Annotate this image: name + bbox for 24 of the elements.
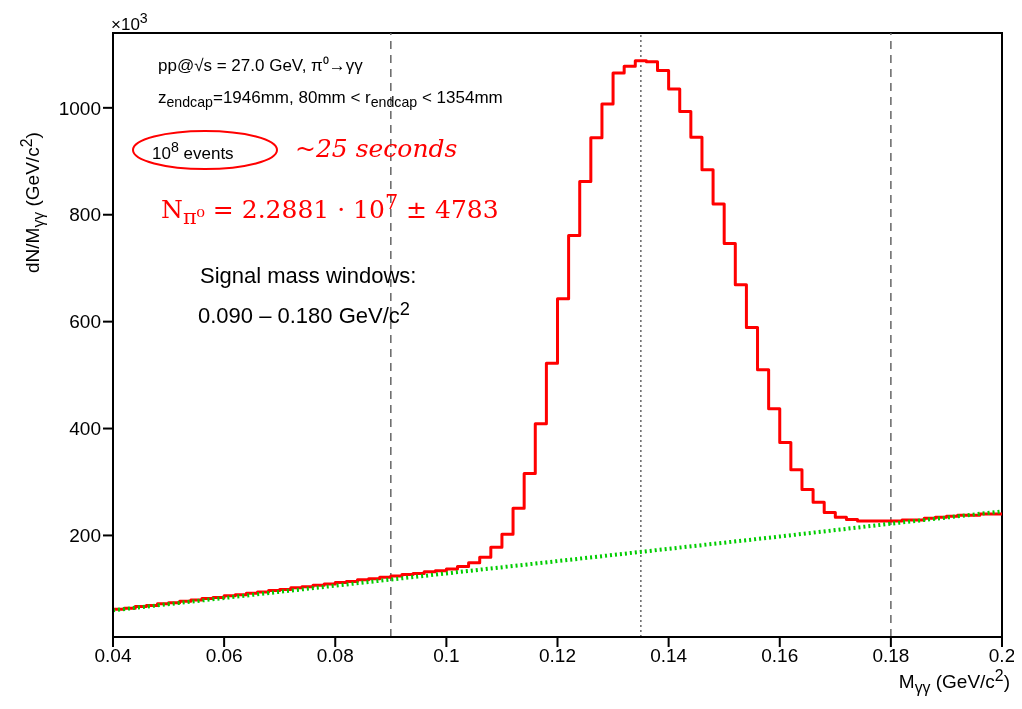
x-tick-label: 0.12 xyxy=(539,645,576,667)
annotation: z$_{endcap}$=1946mm, 80mm < r$_{endcap}$ < 1354mm xyxy=(158,88,503,111)
y-tick-label: 400 xyxy=(69,418,101,440)
annotation: 0.090 – 0.180 GeV/c$^{2}$ xyxy=(198,298,411,329)
annotation: Signal mass windows: xyxy=(200,263,417,288)
annotation: 10$^{8}$ events xyxy=(152,139,234,163)
y-tick-label: 800 xyxy=(69,204,101,226)
line-series xyxy=(113,509,1002,613)
x-tick-label: 0.04 xyxy=(94,645,132,667)
x-tick-label: 0.16 xyxy=(761,645,799,667)
x-tick-label: 0.2 xyxy=(988,645,1016,667)
x-tick-label: 0.18 xyxy=(872,645,910,667)
annotation: ×10$^{3}$ xyxy=(111,10,148,34)
x-axis-title: M$_{γγ}$ (GeV/c$^{2}$) xyxy=(898,667,1010,698)
x-tick-label: 0.1 xyxy=(433,645,460,667)
x-tick-label: 0.08 xyxy=(316,645,354,667)
annotation: N$_{π⁰}$ = 2.2881 · 10$^{7}$ ± 4783 xyxy=(161,190,499,230)
annotation: ~25 seconds xyxy=(295,134,458,163)
x-tick-label: 0.06 xyxy=(205,645,243,667)
y-tick-label: 1000 xyxy=(58,97,101,119)
annotation: pp@√s = 27.0 GeV, π⁰→γγ xyxy=(158,56,363,75)
y-tick-label: 200 xyxy=(69,525,101,547)
x-tick-label: 0.14 xyxy=(650,645,688,667)
y-tick-label: 600 xyxy=(69,311,101,333)
